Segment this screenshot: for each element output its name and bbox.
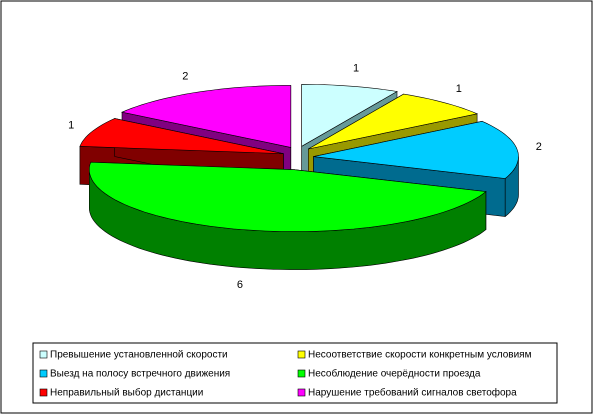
legend-swatch (39, 350, 48, 359)
data-label: 6 (237, 279, 243, 291)
slice (88, 161, 487, 232)
legend-label: Выезд на полосу встречного движения (50, 369, 230, 380)
legend-label: Нарушение требований сигналов светофора (308, 387, 517, 399)
legend-box (32, 342, 558, 404)
data-label: 2 (182, 70, 188, 82)
slice (301, 83, 398, 147)
slice (308, 93, 479, 150)
legend: Превышение установленной скорости Несоотв… (32, 342, 558, 404)
legend-label: Несоблюдение очерёдности проезда (308, 368, 481, 380)
data-label: 1 (68, 119, 74, 131)
legend-swatch (39, 388, 48, 397)
data-label: 2 (536, 141, 542, 153)
legend-swatch (297, 350, 306, 359)
legend-swatch (297, 369, 306, 378)
data-label: 1 (456, 83, 462, 95)
slice (313, 120, 519, 179)
legend-label: Несоответствие скорости конкретным услов… (308, 350, 532, 361)
slice (79, 118, 284, 154)
legend-swatch (39, 369, 48, 378)
legend-label: Превышение установленной скорости (50, 350, 228, 361)
legend-label: Неправильный выбор дистанции (50, 387, 203, 399)
data-label: 1 (353, 63, 359, 75)
pie: 1 1 2 6 1 2 (68, 63, 542, 292)
slice (121, 85, 292, 148)
legend-swatch (297, 388, 306, 397)
